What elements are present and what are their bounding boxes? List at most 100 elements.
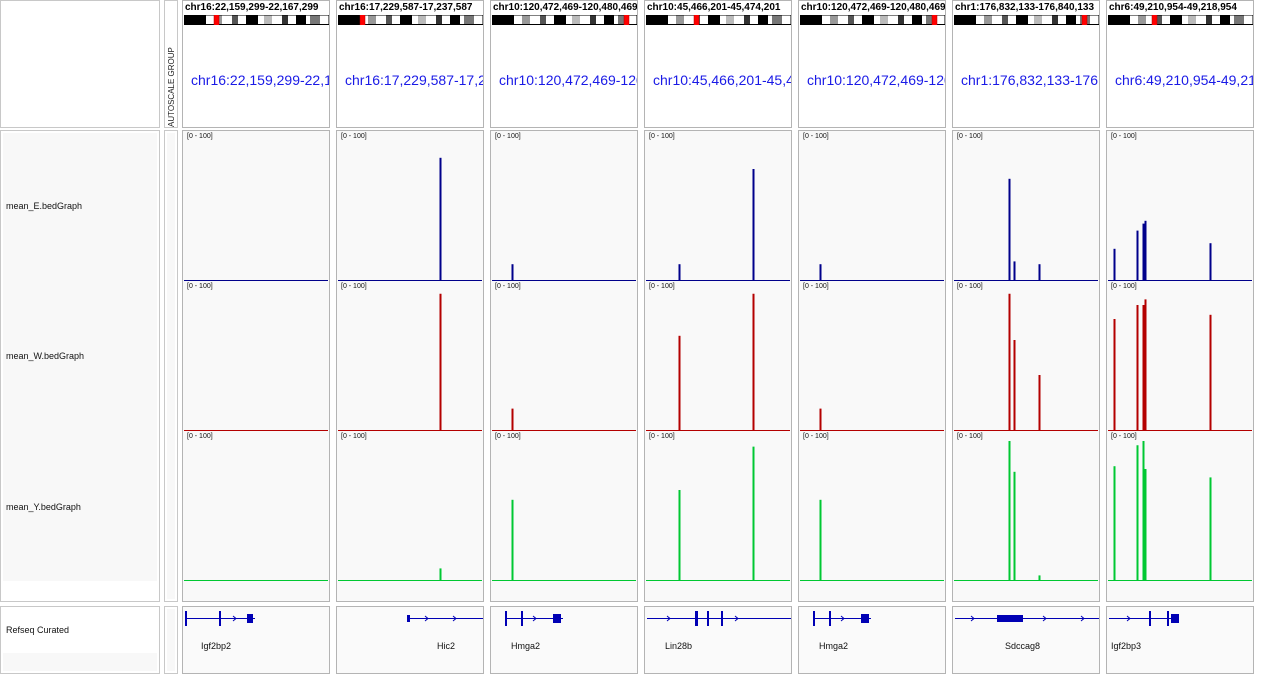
locus-link[interactable]: chr16:22,159,299-22,167,299 — [191, 72, 329, 88]
data-range-label: [0 - 100] — [341, 133, 367, 140]
chromosome-ideogram[interactable] — [338, 15, 484, 25]
gene-name-label[interactable]: Hmga2 — [819, 641, 849, 651]
chromosome-ideogram[interactable] — [1108, 15, 1254, 25]
gene-model[interactable] — [491, 607, 637, 637]
track-name-mean-y[interactable]: mean_Y.bedGraph — [6, 502, 81, 512]
locus-text: chr10:120,472,469-120,480,469 — [493, 2, 638, 13]
autoscale-group-label: AUTOSCALE GROUP — [167, 47, 176, 127]
attribute-column-data — [164, 130, 178, 602]
ideogram-current-region — [693, 15, 700, 25]
chromosome-ideogram[interactable] — [492, 15, 638, 25]
chromosome-ideogram[interactable] — [184, 15, 330, 25]
locus-header[interactable]: chr10:120,472,469-120,480,469 chr10:120,4… — [798, 0, 946, 128]
ideogram-current-region — [1151, 15, 1158, 25]
data-range-label: [0 - 100] — [649, 433, 675, 440]
locus-header[interactable]: chr16:22,159,299-22,167,299 chr16:22,159,… — [182, 0, 330, 128]
data-panel: [0 - 100] [0 - 100] [0 - 100] — [182, 130, 330, 602]
data-range-label: [0 - 100] — [649, 283, 675, 290]
data-range-label: [0 - 100] — [495, 283, 521, 290]
locus-text: chr10:45,466,201-45,474,201 — [647, 2, 781, 13]
gene-track-panel: Igf2bp3 — [1106, 606, 1254, 674]
gene-model[interactable] — [183, 607, 329, 637]
data-range-label: [0 - 100] — [187, 433, 213, 440]
data-range-label: [0 - 100] — [495, 133, 521, 140]
data-range-label: [0 - 100] — [341, 433, 367, 440]
data-range-label: [0 - 100] — [803, 433, 829, 440]
ideogram-current-region — [931, 15, 938, 25]
locus-header[interactable]: chr10:120,472,469-120,480,469 chr10:120,4… — [490, 0, 638, 128]
locus-header[interactable]: chr1:176,832,133-176,840,133 chr1:176,832… — [952, 0, 1100, 128]
gene-name-label[interactable]: Igf2bp2 — [201, 641, 232, 651]
name-panel — [0, 0, 160, 128]
ideogram-current-region — [213, 15, 220, 25]
data-tracks-svg — [800, 264, 944, 581]
ideogram-current-region — [623, 15, 630, 25]
locus-text: chr16:17,229,587-17,237,587 — [339, 2, 473, 13]
data-panel: [0 - 100] [0 - 100] [0 - 100] — [336, 130, 484, 602]
data-tracks-svg — [184, 280, 328, 581]
gene-track-panel: Hmga2 — [798, 606, 946, 674]
data-range-label: [0 - 100] — [187, 133, 213, 140]
chromosome-ideogram[interactable] — [800, 15, 946, 25]
track-name-mean-w[interactable]: mean_W.bedGraph — [6, 351, 85, 361]
gene-track-panel: Igf2bp2 — [182, 606, 330, 674]
gene-name-label[interactable]: Sdccag8 — [1005, 641, 1041, 651]
data-range-label: [0 - 100] — [957, 133, 983, 140]
locus-link[interactable]: chr10:120,472,469-120,480,469 — [499, 72, 637, 88]
locus-link[interactable]: chr16:17,229,587-17,237,587 — [345, 72, 483, 88]
locus-link[interactable]: chr10:45,466,201-45,474,201 — [653, 72, 791, 88]
data-range-label: [0 - 100] — [803, 133, 829, 140]
track-name-mean-e[interactable]: mean_E.bedGraph — [6, 201, 83, 211]
data-range-label: [0 - 100] — [187, 283, 213, 290]
gene-track-panel: Sdccag8 — [952, 606, 1100, 674]
data-panel: [0 - 100] [0 - 100] [0 - 100] — [952, 130, 1100, 602]
ideogram-current-region — [359, 15, 366, 25]
locus-text: chr6:49,210,954-49,218,954 — [1109, 2, 1237, 13]
gene-track-panel: Hic2 — [336, 606, 484, 674]
locus-link[interactable]: chr10:120,472,469-120,480,469 — [807, 72, 945, 88]
data-range-label: [0 - 100] — [495, 433, 521, 440]
locus-text: chr1:176,832,133-176,840,133 — [955, 2, 1095, 13]
gene-model[interactable] — [1107, 607, 1253, 637]
gene-track-panel: Lin28b — [644, 606, 792, 674]
data-range-label: [0 - 100] — [1111, 133, 1137, 140]
data-panel: [0 - 100] [0 - 100] [0 - 100] — [490, 130, 638, 602]
ideogram-current-region — [1081, 15, 1088, 25]
gene-name-label[interactable]: Igf2bp3 — [1111, 641, 1142, 651]
gene-model[interactable] — [337, 607, 483, 637]
data-tracks-svg — [492, 264, 636, 581]
data-tracks-svg — [646, 169, 790, 581]
gene-name-label[interactable]: Hic2 — [437, 641, 456, 651]
gene-model[interactable] — [799, 607, 945, 637]
data-panel: [0 - 100] [0 - 100] [0 - 100] — [798, 130, 946, 602]
gene-name-label[interactable]: Lin28b — [665, 641, 693, 651]
gene-name-label[interactable]: Hmga2 — [511, 641, 541, 651]
attribute-column-features — [164, 606, 178, 674]
feature-name-panel: Refseq Curated — [0, 606, 160, 674]
chromosome-ideogram[interactable] — [954, 15, 1100, 25]
data-range-label: [0 - 100] — [1111, 433, 1137, 440]
locus-header[interactable]: chr16:17,229,587-17,237,587 chr16:17,229,… — [336, 0, 484, 128]
locus-text: chr10:120,472,469-120,480,469 — [801, 2, 946, 13]
gene-model[interactable] — [645, 607, 791, 637]
chromosome-ideogram[interactable] — [646, 15, 792, 25]
data-panel: [0 - 100] [0 - 100] [0 - 100] — [644, 130, 792, 602]
locus-link[interactable]: chr1:176,832,133-176,840,133 — [961, 72, 1100, 88]
track-name-refseq[interactable]: Refseq Curated — [6, 625, 70, 635]
gene-model[interactable] — [953, 607, 1099, 637]
locus-link[interactable]: chr6:49,210,954-49,218,954 — [1115, 72, 1253, 88]
data-range-label: [0 - 100] — [341, 283, 367, 290]
data-range-label: [0 - 100] — [803, 283, 829, 290]
locus-header[interactable]: chr6:49,210,954-49,218,954 chr6:49,210,95… — [1106, 0, 1254, 128]
data-range-label: [0 - 100] — [957, 433, 983, 440]
locus-header[interactable]: chr10:45,466,201-45,474,201 chr10:45,466,… — [644, 0, 792, 128]
data-tracks-svg — [954, 178, 1098, 581]
data-panel: [0 - 100] [0 - 100] [0 - 100] — [1106, 130, 1254, 602]
locus-text: chr16:22,159,299-22,167,299 — [185, 2, 319, 13]
data-tracks-svg — [1108, 220, 1252, 581]
gene-track-panel: Hmga2 — [490, 606, 638, 674]
data-range-label: [0 - 100] — [957, 283, 983, 290]
data-tracks-svg — [338, 157, 482, 581]
attribute-header[interactable]: AUTOSCALE GROUP — [164, 0, 178, 128]
data-range-label: [0 - 100] — [1111, 283, 1137, 290]
